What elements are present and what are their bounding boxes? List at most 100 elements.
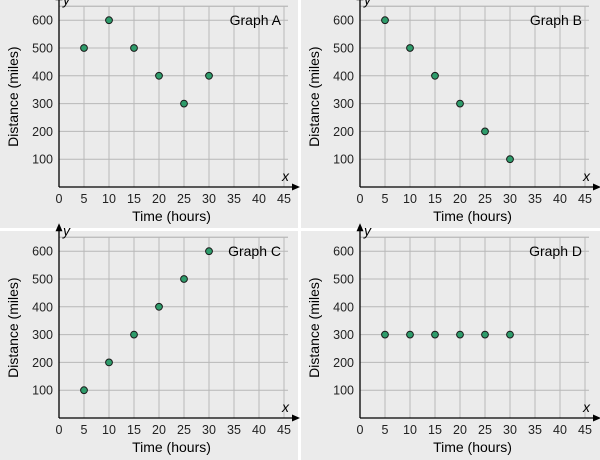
x-axis-title: Time (hours) xyxy=(132,208,211,224)
data-point xyxy=(431,330,439,339)
x-tick-label: 15 xyxy=(127,423,141,437)
x-tick-label: 40 xyxy=(252,192,266,206)
x-tick-label: 40 xyxy=(252,423,266,437)
x-tick-label: 35 xyxy=(227,423,241,437)
x-tick-label: 20 xyxy=(453,192,467,206)
x-tick-label: 25 xyxy=(478,192,492,206)
x-tick-label: 15 xyxy=(428,423,442,437)
x-axis-arrow xyxy=(292,414,300,422)
x-tick-label: 20 xyxy=(453,423,467,437)
x-tick-label: 20 xyxy=(152,192,166,206)
panel-background xyxy=(0,231,298,460)
graph-b-panel: 0 5 10 15 20 25 30 35 40 45 100 200 300 400 500 600 x y Ti… xyxy=(301,0,600,228)
data-point xyxy=(506,155,514,164)
x-tick-label: 10 xyxy=(102,192,116,206)
x-tick-label: 0 xyxy=(357,192,364,206)
y-tick-label: 600 xyxy=(32,245,53,259)
data-point xyxy=(431,71,439,80)
x-axis-variable: x xyxy=(582,168,591,184)
y-axis-title: Distance (miles) xyxy=(5,277,21,377)
data-point xyxy=(381,16,389,25)
x-axis-title: Time (hours) xyxy=(433,439,512,455)
y-tick-label: 200 xyxy=(32,125,53,139)
x-axis-arrow xyxy=(292,183,300,191)
x-axis-arrow xyxy=(593,183,600,191)
x-axis-variable: x xyxy=(281,399,290,415)
y-axis-title: Distance (miles) xyxy=(306,46,322,146)
y-axis-title: Distance (miles) xyxy=(5,46,21,146)
y-tick-label: 200 xyxy=(333,356,354,370)
x-tick-label: 30 xyxy=(503,423,517,437)
y-tick-label: 100 xyxy=(32,384,53,398)
x-axis-title: Time (hours) xyxy=(132,439,211,455)
x-tick-label: 15 xyxy=(428,192,442,206)
x-tick-label: 30 xyxy=(202,423,216,437)
panel-background xyxy=(0,0,298,228)
x-tick-label: 30 xyxy=(503,192,517,206)
x-tick-label: 45 xyxy=(578,423,592,437)
y-tick-label: 200 xyxy=(333,125,354,139)
x-tick-label: 5 xyxy=(382,192,389,206)
x-tick-label: 0 xyxy=(357,423,364,437)
y-tick-label: 300 xyxy=(333,328,354,342)
panel-background xyxy=(301,231,600,460)
y-tick-label: 200 xyxy=(32,356,53,370)
x-tick-label: 15 xyxy=(127,192,141,206)
x-tick-label: 35 xyxy=(528,192,542,206)
x-tick-label: 35 xyxy=(227,192,241,206)
data-point xyxy=(80,386,88,395)
x-axis-variable: x xyxy=(582,399,591,415)
x-tick-label: 25 xyxy=(177,423,191,437)
x-tick-label: 5 xyxy=(81,423,88,437)
graph-title: Graph D xyxy=(529,243,582,259)
data-point xyxy=(456,99,464,108)
y-tick-label: 300 xyxy=(333,97,354,111)
x-tick-label: 10 xyxy=(403,423,417,437)
data-point xyxy=(105,16,113,25)
graph-title: Graph C xyxy=(228,243,281,259)
x-tick-label: 25 xyxy=(478,423,492,437)
x-tick-label: 35 xyxy=(528,423,542,437)
data-point xyxy=(456,330,464,339)
graph-title: Graph A xyxy=(230,12,282,28)
x-tick-label: 45 xyxy=(277,423,291,437)
x-tick-label: 5 xyxy=(81,192,88,206)
x-tick-label: 10 xyxy=(102,423,116,437)
y-tick-label: 400 xyxy=(333,300,354,314)
y-tick-label: 400 xyxy=(32,69,53,83)
y-tick-label: 600 xyxy=(32,14,53,28)
y-tick-label: 300 xyxy=(32,97,53,111)
panel-background xyxy=(301,0,600,228)
data-point xyxy=(155,302,163,311)
x-tick-label: 40 xyxy=(553,192,567,206)
graph-title: Graph B xyxy=(530,12,582,28)
x-tick-label: 40 xyxy=(553,423,567,437)
data-point xyxy=(205,247,213,256)
y-tick-label: 400 xyxy=(333,69,354,83)
data-point xyxy=(406,44,414,52)
data-point xyxy=(481,127,489,136)
y-axis-variable: y xyxy=(363,222,372,238)
y-tick-label: 500 xyxy=(333,42,354,56)
data-point xyxy=(180,275,188,283)
x-tick-label: 25 xyxy=(177,192,191,206)
x-tick-label: 0 xyxy=(56,192,63,206)
x-axis-arrow xyxy=(593,414,600,422)
y-tick-label: 500 xyxy=(32,273,53,287)
data-point xyxy=(205,71,213,80)
x-axis-title: Time (hours) xyxy=(433,208,512,224)
data-point xyxy=(155,71,163,80)
data-point xyxy=(381,330,389,339)
y-tick-label: 300 xyxy=(32,328,53,342)
graph-d-panel: 0 5 10 15 20 25 30 35 40 45 100 200 300 400 500 600 x y Ti… xyxy=(301,222,600,460)
y-tick-label: 400 xyxy=(32,300,53,314)
x-tick-label: 45 xyxy=(277,192,291,206)
data-point xyxy=(180,99,188,108)
y-axis-variable: y xyxy=(62,222,71,238)
y-tick-label: 100 xyxy=(32,153,53,167)
x-tick-label: 45 xyxy=(578,192,592,206)
data-point xyxy=(130,330,138,339)
x-tick-label: 0 xyxy=(56,423,63,437)
y-axis-variable: y xyxy=(62,0,71,7)
